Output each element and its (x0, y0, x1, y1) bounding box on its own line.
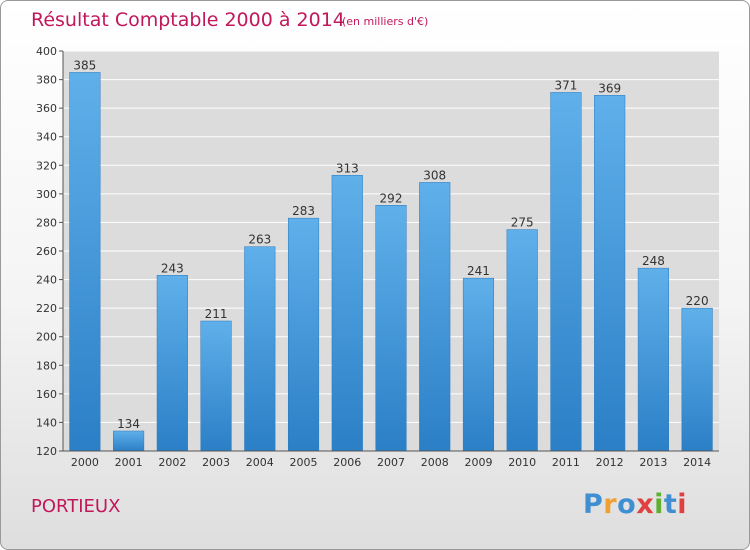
data-label-2001: 134 (117, 417, 140, 431)
bar-2014 (681, 307, 713, 452)
bar-2006 (331, 175, 363, 452)
y-tick-label: 240 (36, 274, 57, 287)
y-tick-label: 400 (36, 45, 57, 58)
bar-2009 (462, 277, 495, 452)
x-tick-label: 2003 (202, 456, 230, 469)
data-label-2012: 369 (598, 81, 621, 95)
data-label-2000: 385 (73, 58, 96, 72)
x-tick-label: 2009 (464, 456, 492, 469)
bar-2003 (200, 320, 232, 452)
logo-letter: o (617, 489, 637, 520)
logo-letter: i (654, 489, 664, 520)
x-tick-label: 2005 (290, 456, 318, 469)
y-tick-label: 280 (36, 216, 57, 229)
y-tick-label: 300 (36, 188, 57, 201)
bar-2001 (113, 430, 145, 452)
bar-2011 (550, 92, 582, 452)
data-label-2013: 248 (642, 254, 665, 268)
logo-letter: x (636, 489, 655, 520)
logo-letter: i (677, 489, 688, 520)
location-label: PORTIEUX (31, 496, 121, 517)
x-tick-label: 2008 (421, 456, 449, 469)
x-tick-label: 2011 (552, 456, 580, 469)
y-tick-label: 260 (36, 245, 57, 258)
x-tick-label: 2002 (158, 456, 186, 469)
x-tick-label: 2014 (683, 456, 711, 469)
axes: 120 140 160 180 200 220 240 260 280 300 320 340 360 3… (36, 45, 719, 469)
y-tick-label: 140 (36, 416, 57, 429)
y-tick-label: 340 (36, 131, 57, 144)
data-label-2009: 241 (467, 264, 490, 278)
data-label-2005: 283 (292, 204, 315, 218)
x-tick-label: 2004 (246, 456, 274, 469)
data-label-2006: 313 (336, 161, 359, 175)
data-label-2008: 308 (423, 168, 446, 182)
y-tick-label: 180 (36, 359, 57, 372)
x-tick-label: 2007 (377, 456, 405, 469)
proxiti-logo: Proxiti (583, 489, 687, 520)
bars: 385 134 243 211 263 283 313 292 308 241 275 371 369 2… (69, 58, 713, 452)
bar-2012 (594, 95, 626, 452)
x-tick-label: 2013 (639, 456, 667, 469)
x-tick-label: 2001 (115, 456, 143, 469)
x-tick-label: 2010 (508, 456, 536, 469)
y-tick-label: 320 (36, 159, 57, 172)
x-tick-label: 2012 (596, 456, 624, 469)
data-label-2010: 275 (511, 216, 534, 230)
chart-title: Résultat Comptable 2000 à 2014 (31, 9, 345, 31)
data-label-2011: 371 (554, 78, 577, 92)
bar-2005 (287, 217, 320, 452)
y-tick-label: 120 (36, 445, 57, 458)
chart-subtitle: (en milliers d'€) (342, 15, 428, 28)
logo-letter: P (583, 489, 604, 520)
y-tick-label: 220 (36, 302, 57, 315)
x-tick-label: 2006 (333, 456, 361, 469)
bar-2007 (375, 205, 407, 452)
data-label-2004: 263 (248, 233, 271, 247)
logo-letter: t (663, 489, 678, 520)
data-label-2007: 292 (380, 191, 403, 205)
bar-2002 (156, 275, 188, 452)
data-label-2014: 220 (686, 294, 709, 308)
y-tick-label: 380 (36, 74, 57, 87)
bar-2008 (419, 182, 451, 452)
data-label-2002: 243 (161, 261, 184, 275)
x-tick-label: 2000 (71, 456, 99, 469)
bar-2013 (637, 267, 669, 452)
bar-2000 (69, 72, 101, 452)
y-tick-label: 160 (36, 388, 57, 401)
bar-2010 (506, 229, 538, 452)
y-tick-label: 200 (36, 331, 57, 344)
data-label-2003: 211 (205, 307, 228, 321)
y-tick-label: 360 (36, 102, 57, 115)
logo-letter: r (603, 489, 618, 520)
bar-2004 (244, 246, 276, 452)
